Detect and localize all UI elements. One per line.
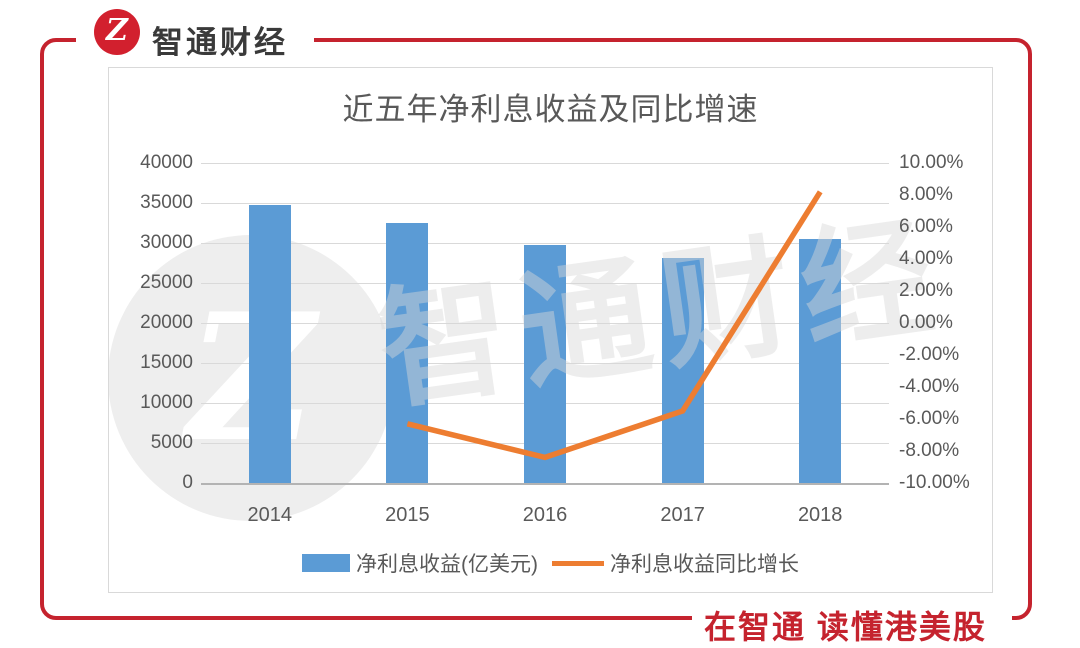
bar-2016 <box>524 244 566 483</box>
bar-2018 <box>799 239 842 483</box>
x-axis-label: 2017 <box>660 504 705 526</box>
y-axis-right-tick: -6.00% <box>899 408 960 429</box>
plot-area: 2014 2015 2016 2017 2018 <box>201 163 889 526</box>
growth-line <box>406 190 823 461</box>
brand-frame <box>40 38 1032 620</box>
y-axis-right-tick: -8.00% <box>899 440 960 461</box>
gridline <box>201 483 889 485</box>
bar-2015 <box>386 222 429 483</box>
zhitong-logo-icon: Z <box>94 9 140 55</box>
y-axis-right-tick: -2.00% <box>899 344 960 365</box>
y-axis-left-tick: 35000 <box>140 192 193 213</box>
y-axis-left-tick: 10000 <box>140 392 193 413</box>
x-axis-label: 2018 <box>797 504 843 526</box>
x-axis-label: 2016 <box>522 504 568 526</box>
y-axis-right-tick: 8.00% <box>899 184 953 205</box>
legend-bar-swatch <box>302 554 350 572</box>
chart-panel: Z 智通财经 近五年净利息收益及同比增速 2014201520162017201… <box>108 67 993 593</box>
chart-title: 近五年净利息收益及同比增速 <box>342 92 759 127</box>
chart-legend: 净利息收益(亿美元) 净利息收益同比增长 <box>109 548 992 578</box>
y-axis-left-tick: 30000 <box>140 232 193 253</box>
gridline <box>201 163 889 164</box>
y-axis-left-tick: 0 <box>182 472 193 493</box>
y-axis-right-tick: 4.00% <box>899 248 953 269</box>
y-axis-left-tick: 15000 <box>140 352 193 373</box>
legend-line-label: 净利息收益同比增长 <box>610 553 799 576</box>
x-axis-label: 2014 <box>247 504 293 526</box>
y-axis-left-tick: 25000 <box>140 272 193 293</box>
y-axis-left-tick: 5000 <box>150 432 193 453</box>
brand-name: 智通财经 <box>152 25 288 60</box>
y-axis-left-tick: 20000 <box>140 312 193 333</box>
bar-2017 <box>661 257 704 483</box>
y-axis-right-tick: 0.00% <box>899 312 953 333</box>
gridline <box>201 203 889 204</box>
y-axis-left-tick: 40000 <box>140 152 193 173</box>
y-axis-right-tick: 2.00% <box>899 280 953 301</box>
logo-z-glyph: Z <box>106 13 128 48</box>
growth-line-series <box>406 190 823 461</box>
y-axis-right-tick: 10.00% <box>899 152 964 173</box>
legend-line-swatch <box>552 560 604 566</box>
bar-2014 <box>248 205 291 483</box>
y-axis-right-tick: -10.00% <box>899 472 970 493</box>
frame-bottom-gap <box>692 609 1012 633</box>
legend-bar-label: 净利息收益(亿美元) <box>356 553 538 576</box>
y-axis-right-tick: -4.00% <box>899 376 960 397</box>
brand-slogan: 在智通 读懂港美股 <box>704 609 987 645</box>
y-axis-right-tick: 6.00% <box>899 216 953 237</box>
gridline <box>201 243 889 244</box>
x-axis-label: 2015 <box>385 504 430 526</box>
